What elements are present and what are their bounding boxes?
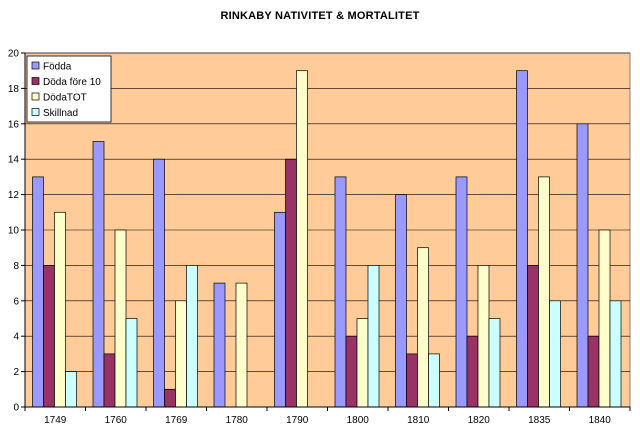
bar-d-datot-1835 [538,176,550,408]
y-tick-label: 14 [8,155,20,166]
legend-swatch-d-datot [31,92,40,101]
bar-f-dda-1820 [455,176,468,408]
y-tick-label: 20 [8,49,20,60]
legend: Födda Döda före 10 DödaTOT Skillnad [26,55,112,123]
bar-skillnad-1760 [125,318,138,408]
bar-skillnad-1800 [367,265,380,408]
y-tick-label: 4 [13,332,19,343]
x-tick-label-1840: 1840 [589,415,612,426]
y-tick-label: 18 [8,84,20,95]
legend-swatch-d-da-f-re-10 [31,77,40,85]
bar-d-da-f-re-10-1820 [466,335,479,408]
legend-label: DödaTOT [43,93,87,104]
y-tick-label: 10 [8,226,20,237]
x-tick-label-1810: 1810 [407,415,430,426]
bar-d-datot-1820 [477,265,490,408]
bar-f-dda-1749 [32,176,44,408]
bar-d-da-f-re-10-1835 [527,265,539,408]
y-tick-label: 6 [13,296,19,307]
bar-d-datot-1790 [296,70,308,408]
bar-d-da-f-re-10-1840 [587,335,600,408]
bar-f-dda-1769 [153,158,165,408]
bar-f-dda-1780 [213,282,226,408]
legend-label: Döda före 10 [43,77,101,88]
bar-d-da-f-re-10-1760 [103,353,116,408]
x-tick-label-1800: 1800 [347,415,370,426]
bar-skillnad-1820 [488,318,501,408]
bar-d-datot-1769 [175,300,187,408]
bar-f-dda-1810 [395,194,407,408]
bar-d-da-f-re-10-1800 [345,335,358,408]
bar-d-datot-1800 [356,318,369,408]
bar-skillnad-1749 [65,371,77,408]
y-tick-label: 2 [13,367,19,378]
bar-f-dda-1800 [334,176,347,408]
bar-d-da-f-re-10-1749 [43,265,55,408]
bar-f-dda-1760 [92,141,105,408]
bar-skillnad-1835 [549,300,561,408]
bar-d-datot-1780 [235,282,248,408]
bar-d-datot-1760 [114,229,127,408]
x-tick-label-1835: 1835 [528,415,551,426]
legend-label: Födda [43,62,72,73]
bar-f-dda-1835 [516,70,528,408]
legend-box [26,55,112,123]
bar-d-datot-1840 [598,229,611,408]
x-tick-label-1769: 1769 [165,415,188,426]
bar-d-da-f-re-10-1769 [164,388,176,408]
x-tick-label-1760: 1760 [105,415,128,426]
bar-d-da-f-re-10-1790 [285,158,297,408]
legend-label: Skillnad [43,108,78,119]
x-tick-label-1790: 1790 [286,415,309,426]
legend-swatch-f-dda [31,61,40,70]
y-tick-label: 12 [8,190,20,201]
y-tick-label: 0 [13,403,19,414]
bar-skillnad-1840 [609,300,622,408]
bar-d-datot-1749 [54,211,66,408]
bar-f-dda-1840 [576,123,589,408]
legend-swatch-skillnad [31,108,40,116]
bar-skillnad-1810 [428,353,440,408]
bars [32,70,622,408]
x-tick-label-1780: 1780 [226,415,249,426]
bar-skillnad-1769 [186,265,198,408]
chart-title: RINKABY NATIVITET & MORTALITET [220,10,420,22]
x-tick-label-1820: 1820 [468,415,491,426]
y-tick-label: 8 [13,261,19,272]
bar-d-datot-1810 [417,247,429,408]
bar-d-da-f-re-10-1810 [406,353,418,408]
x-tick-label-1749: 1749 [44,415,67,426]
bar-f-dda-1790 [274,211,286,408]
y-tick-label: 16 [8,119,20,130]
